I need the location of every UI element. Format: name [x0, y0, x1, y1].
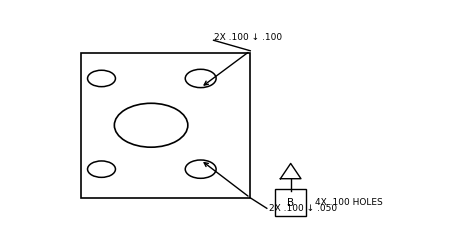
Text: 2X .100 ↓ .050: 2X .100 ↓ .050 [269, 204, 337, 213]
Text: B: B [287, 198, 294, 208]
Text: 4X .100 HOLES: 4X .100 HOLES [315, 198, 383, 207]
FancyBboxPatch shape [275, 189, 306, 216]
Text: 2X .100 ↓ .100: 2X .100 ↓ .100 [213, 33, 282, 42]
Bar [82, 53, 250, 198]
